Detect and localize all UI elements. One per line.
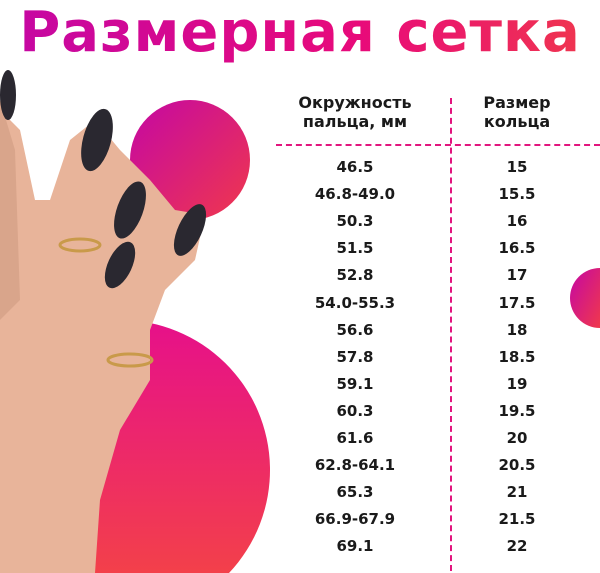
nail <box>0 70 16 120</box>
ring-size: 15.5 <box>498 185 536 204</box>
decor-circle-right <box>570 268 600 328</box>
finger-circumference: 61.6 <box>336 429 374 447</box>
ring <box>106 352 154 368</box>
nail <box>114 181 146 239</box>
table-row: 46.5 15 <box>0 158 600 178</box>
table-row: 50.3 16 <box>0 212 600 232</box>
finger-circumference: 59.1 <box>336 374 374 393</box>
ring-size: 15 <box>506 158 528 176</box>
ring-size: 18 <box>506 320 528 339</box>
header-ring-size: Размер кольца <box>483 93 551 131</box>
table-row: 62.8-64.1 20.5 <box>0 456 600 476</box>
finger-circumference: 69.1 <box>336 537 374 556</box>
finger-circumference: 51.5 <box>336 239 374 258</box>
ring-size: 19 <box>506 374 528 393</box>
table-row: 59.1 19 <box>0 375 600 395</box>
table-row: 61.6 20 <box>0 429 600 449</box>
ring-size: 19.5 <box>498 401 536 420</box>
page-title: Размерная сетка <box>0 0 600 66</box>
finger-circumference: 62.8-64.1 <box>314 456 396 475</box>
header-finger-circumference: Окружность пальца, мм <box>298 93 412 131</box>
table-row: 57.8 18.5 <box>0 348 600 368</box>
header-divider <box>276 144 600 146</box>
finger-circumference: 46.5 <box>336 158 374 176</box>
finger-circumference: 57.8 <box>336 347 374 366</box>
table-row: 60.3 19.5 <box>0 402 600 422</box>
finger-circumference: 46.8-49.0 <box>314 185 396 204</box>
finger-circumference: 65.3 <box>336 483 374 502</box>
table-row: 54.0-55.3 17.5 <box>0 294 600 314</box>
table-row: 51.5 16.5 <box>0 239 600 259</box>
nail <box>81 108 113 172</box>
ring-size: 21.5 <box>498 510 536 529</box>
finger-circumference: 66.9-67.9 <box>314 510 396 529</box>
table-row: 56.6 18 <box>0 321 600 341</box>
finger-circumference: 52.8 <box>336 266 374 285</box>
ring-size: 17.5 <box>498 293 536 312</box>
hand-shape <box>0 110 205 573</box>
table-row: 66.9-67.9 21.5 <box>0 510 600 530</box>
ring <box>58 237 102 253</box>
finger-circumference: 60.3 <box>336 401 374 420</box>
finger-circumference: 56.6 <box>336 320 374 339</box>
ring-size: 16 <box>506 212 528 231</box>
ring-size: 16.5 <box>498 239 536 258</box>
finger-circumference: 54.0-55.3 <box>314 293 396 312</box>
nail <box>173 204 207 256</box>
table-row: 46.8-49.0 15.5 <box>0 185 600 205</box>
finger-shape <box>0 100 20 320</box>
ring-size: 20.5 <box>498 456 536 475</box>
ring-size: 18.5 <box>498 347 536 366</box>
ring-size: 20 <box>506 429 528 447</box>
table-row: 69.1 22 <box>0 537 600 557</box>
table-row: 65.3 21 <box>0 483 600 503</box>
table-row: 52.8 17 <box>0 266 600 286</box>
finger-circumference: 50.3 <box>336 212 374 231</box>
nail <box>104 241 136 289</box>
column-divider <box>450 98 452 571</box>
ring-size: 22 <box>506 537 528 556</box>
decor-circle <box>130 100 250 220</box>
ring-size: 21 <box>506 483 528 502</box>
ring-size: 17 <box>506 266 528 285</box>
